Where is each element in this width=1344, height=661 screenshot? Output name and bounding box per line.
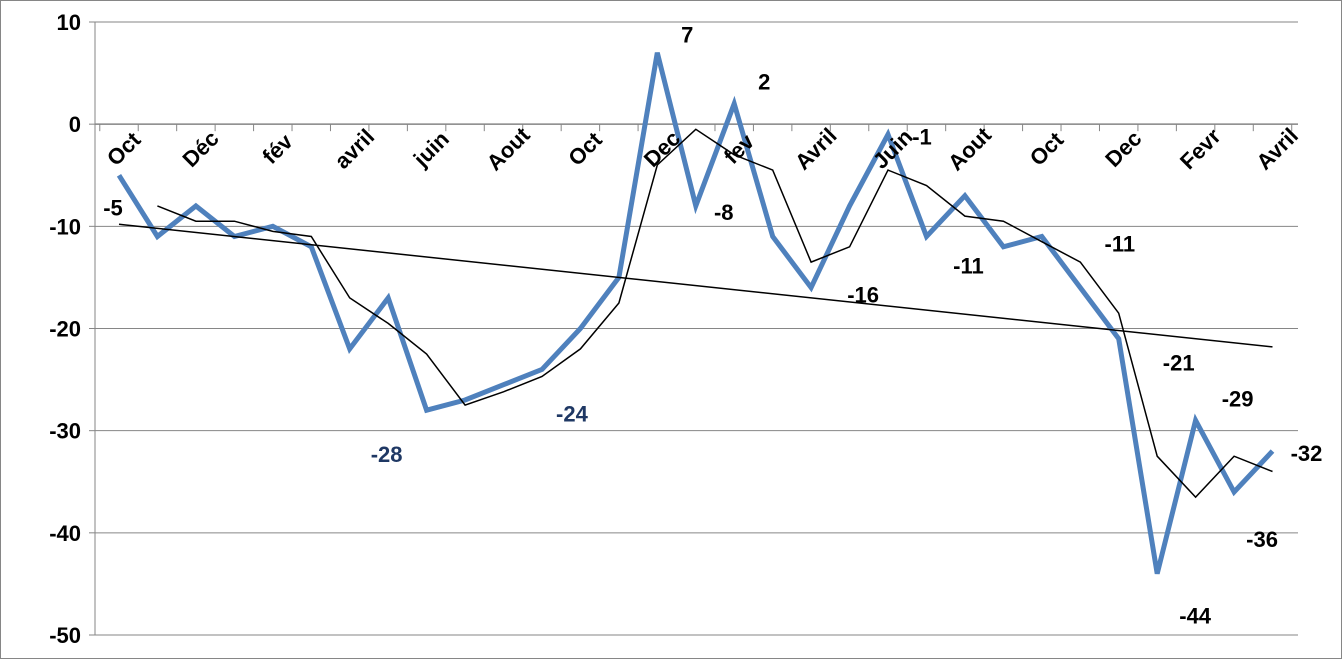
y-tick-label: 10 (57, 10, 81, 35)
x-axis (95, 123, 1298, 132)
data-label: -24 (556, 401, 589, 426)
x-category-label: Aout (482, 122, 536, 176)
y-tick-label: -50 (49, 623, 81, 648)
y-tick-label: -20 (49, 317, 81, 342)
data-label: -29 (1222, 386, 1254, 411)
x-category-label: Oct (563, 127, 607, 171)
data-label: -36 (1246, 527, 1278, 552)
y-tick-label: -10 (49, 214, 81, 239)
y-axis-ticks: 10 0 -10 -20 -30 -40 -50 (49, 10, 96, 648)
data-label: -8 (714, 200, 734, 225)
series-line-main (116, 52, 1275, 575)
y-tick-label: -30 (49, 419, 81, 444)
series-lines (116, 52, 1275, 575)
data-label: -1 (912, 124, 932, 149)
data-label: -11 (1105, 232, 1136, 257)
data-label: -32 (1291, 441, 1323, 466)
data-label: -5 (103, 195, 123, 220)
data-label: -28 (371, 442, 403, 467)
x-axis-category-labels: Oct Déc fév avril juin Aout Oct Dec fev Avril Juin… (102, 122, 1303, 176)
data-label: 2 (758, 70, 770, 95)
x-category-label: Fevr (1175, 123, 1226, 174)
x-category-label: Oct (102, 127, 146, 171)
y-tick-label: -40 (49, 521, 81, 546)
data-label: -16 (847, 283, 879, 308)
gridlines (95, 21, 1298, 636)
data-label: -11 (953, 254, 984, 279)
x-category-label: Dec (1100, 126, 1146, 172)
x-category-label: fév (257, 128, 298, 169)
data-label: -44 (1179, 604, 1212, 629)
x-category-label: Juin (868, 124, 918, 174)
data-label: 7 (681, 23, 693, 48)
data-label: -21 (1163, 351, 1195, 376)
data-labels: -5 -28 -24 7 -8 2 -16 -1 -11 -11 -21 -44 -29 -36 -32 (103, 23, 1322, 629)
series-line-trend (118, 223, 1273, 348)
x-category-label: juin (408, 126, 454, 172)
x-category-label: Oct (1025, 127, 1069, 171)
x-category-label: Avril (790, 123, 842, 175)
x-category-label: avril (330, 124, 380, 174)
x-category-label: Avril (1251, 123, 1303, 175)
series-line-moving-average (157, 128, 1273, 499)
x-category-label: Aout (943, 122, 997, 176)
x-category-label: Déc (177, 126, 223, 172)
y-tick-label: 0 (69, 112, 81, 137)
